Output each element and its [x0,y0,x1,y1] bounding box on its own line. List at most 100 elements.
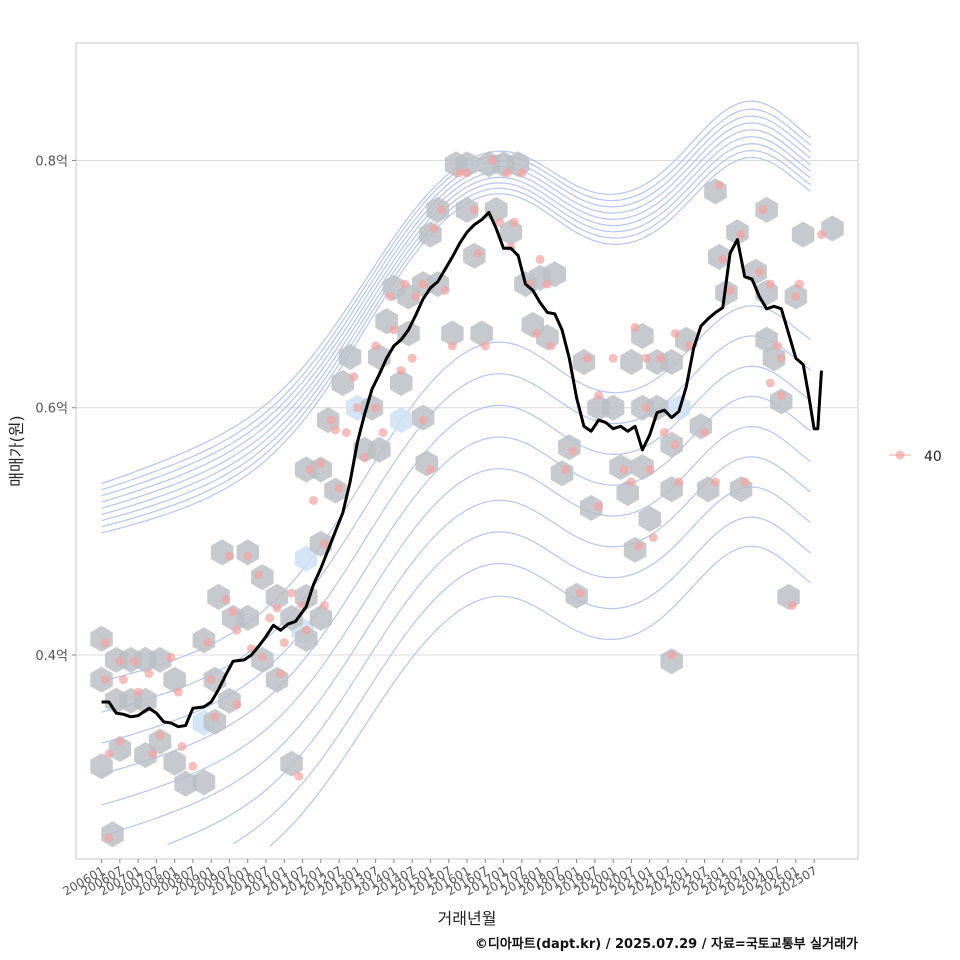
data-point [670,329,680,338]
data-point [133,687,143,697]
data-point [228,607,238,617]
data-point [276,669,286,678]
data-point [542,279,552,289]
data-point [349,372,359,382]
data-point [488,156,498,165]
data-point [257,653,267,662]
density-contour [167,486,811,846]
data-point [641,353,651,363]
y-tick-label: 0.6억 [35,402,68,417]
data-point [407,353,417,363]
data-point [100,638,110,648]
data-point [265,613,275,623]
hexbin-cell [580,494,603,521]
hexbin-layer [90,151,844,848]
data-point [645,465,655,474]
data-point [254,570,264,580]
hexbin-cell [770,388,793,415]
hexbin-cell [620,349,643,375]
data-point [634,541,644,551]
hexbin-cell [90,753,113,780]
data-point [385,292,395,301]
data-point [360,452,370,462]
data-point [575,588,585,598]
data-point [327,415,337,425]
data-point [641,403,651,413]
density-contour [101,425,811,806]
data-point [674,477,684,487]
hexbin-cell [309,456,333,483]
moving-average-line [101,210,823,729]
data-point [440,285,450,295]
data-point [371,403,381,413]
data-point [426,465,435,474]
data-point [583,353,593,363]
data-point [765,279,775,289]
y-tick-label: 0.4억 [35,649,68,664]
hexbin-cell-light [295,545,318,572]
data-point [670,440,680,450]
x-axis-title: 거래년월 [438,909,497,928]
data-point [510,217,519,227]
data-point [320,601,329,610]
data-point [791,292,801,301]
data-point [648,533,658,542]
data-point [740,477,750,487]
data-point [316,458,326,468]
hexbin-cell [616,480,639,506]
hexbin-cell [762,345,786,372]
hexbin-cell [441,320,464,347]
data-point [765,378,775,388]
legend: 40 [889,449,942,465]
data-point [305,465,315,474]
hexbin-cell [821,215,844,242]
data-point [531,329,541,338]
data-point [535,254,545,264]
data-point [279,638,289,648]
hexbin-cell [236,604,259,631]
data-point [517,168,527,178]
data-point [352,403,362,413]
data-point [115,737,125,746]
data-point [447,341,457,351]
data-point [144,669,154,678]
hexbin-cell [390,370,413,396]
hexbin-cell [295,625,318,652]
data-point [495,217,505,227]
hexbin-cell [645,394,669,421]
hexbin-cell [148,728,172,755]
hexbin-cell [203,708,227,735]
data-point [817,230,826,240]
data-point [473,248,483,258]
data-point [714,180,724,190]
data-point [711,477,720,487]
data-point [795,279,804,289]
data-point [626,477,636,487]
data-point [630,322,640,332]
hexbin-cell-light [390,407,413,434]
data-point [546,341,556,351]
x-axis-ticks: 2006012006072007012007072008012008072009… [60,859,820,899]
data-point [301,625,311,635]
data-point [736,230,746,240]
hexbin-cell [660,349,683,375]
data-point [561,465,571,474]
data-point [148,749,158,759]
density-contour [101,115,811,497]
line-layer [101,210,823,729]
data-point [455,168,465,178]
data-point [594,502,604,512]
data-point [725,285,735,295]
hexbin-cell [163,666,186,693]
data-point [400,279,410,289]
data-point [203,638,213,648]
data-point [718,254,728,264]
data-point [418,279,428,289]
hexbin-cell [148,646,172,673]
data-point [656,353,666,363]
data-point [700,428,709,437]
data-point [429,224,439,233]
density-contour [101,136,811,515]
data-point [104,749,114,759]
data-point [389,325,399,335]
